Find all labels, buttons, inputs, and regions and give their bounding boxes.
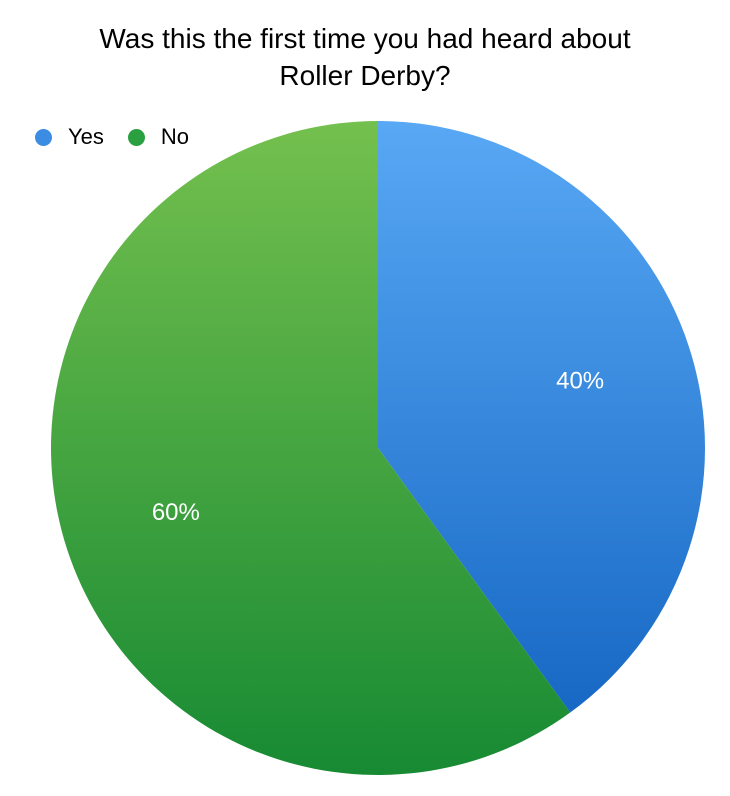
- legend-label-yes: Yes: [68, 124, 104, 149]
- chart-title-line-1: Was this the first time you had heard ab…: [99, 23, 631, 54]
- data-label-no: 60%: [152, 499, 200, 526]
- pie-labels: 40% 60%: [152, 368, 604, 526]
- legend-item-no: No: [127, 124, 190, 150]
- chart-title: Was this the first time you had heard ab…: [0, 20, 730, 94]
- data-label-yes: 40%: [556, 368, 604, 395]
- chart-legend: Yes No: [35, 124, 213, 150]
- chart-title-line-2: Roller Derby?: [279, 60, 451, 91]
- legend-label-no: No: [160, 124, 190, 149]
- pie-slice-yes: [378, 121, 706, 713]
- pie-slices: [51, 121, 706, 775]
- legend-swatch-no: [127, 128, 145, 146]
- pie-slice-no: [51, 121, 571, 775]
- legend-item-yes: Yes: [35, 124, 104, 150]
- legend-swatch-yes: [35, 128, 52, 146]
